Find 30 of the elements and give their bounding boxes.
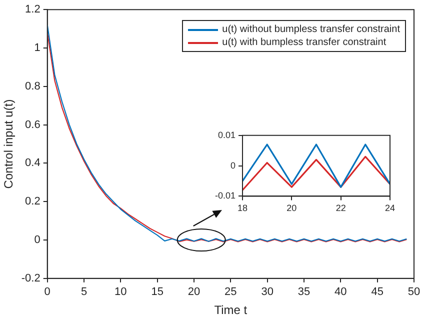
x-tick-label: 50 (408, 286, 420, 298)
x-tick-label: 35 (298, 286, 310, 298)
y-tick-label: -0.01 (215, 190, 236, 201)
y-tick-label: 0.2 (25, 196, 40, 208)
x-tick-label: 0 (44, 286, 50, 298)
y-tick-label: 0 (230, 160, 236, 170)
y-axis-title: Control input u(t) (2, 99, 16, 189)
y-tick-label: 0.8 (25, 80, 40, 92)
x-tick-label: 40 (334, 286, 347, 298)
x-tick-label: 18 (238, 203, 248, 214)
y-tick-label: 0.01 (218, 130, 236, 140)
x-tick-label: 30 (261, 286, 274, 298)
x-tick-label: 5 (80, 286, 88, 298)
x-tick-label: 10 (114, 286, 127, 298)
y-tick-label: 0 (34, 234, 40, 246)
y-tick-label: -0.2 (21, 272, 40, 284)
x-tick-label: 15 (151, 286, 164, 298)
x-tick-label: 45 (371, 286, 384, 298)
x-axis-title: Time t (214, 303, 248, 318)
legend-label: u(t) without bumpless transfer constraint (222, 23, 400, 36)
y-tick-label: 0.4 (25, 157, 40, 170)
y-tick-label: 1.2 (25, 4, 40, 16)
x-tick-label: 20 (188, 286, 200, 298)
x-tick-label: 25 (224, 286, 237, 298)
y-tick-label: 1 (34, 42, 40, 54)
x-tick-label: 22 (336, 203, 346, 214)
y-tick-label: 0.6 (25, 118, 40, 131)
x-tick-label: 24 (384, 203, 395, 214)
x-tick-label: 20 (286, 203, 297, 214)
legend-label: u(t) with bumpless transfer constraint (222, 36, 386, 49)
